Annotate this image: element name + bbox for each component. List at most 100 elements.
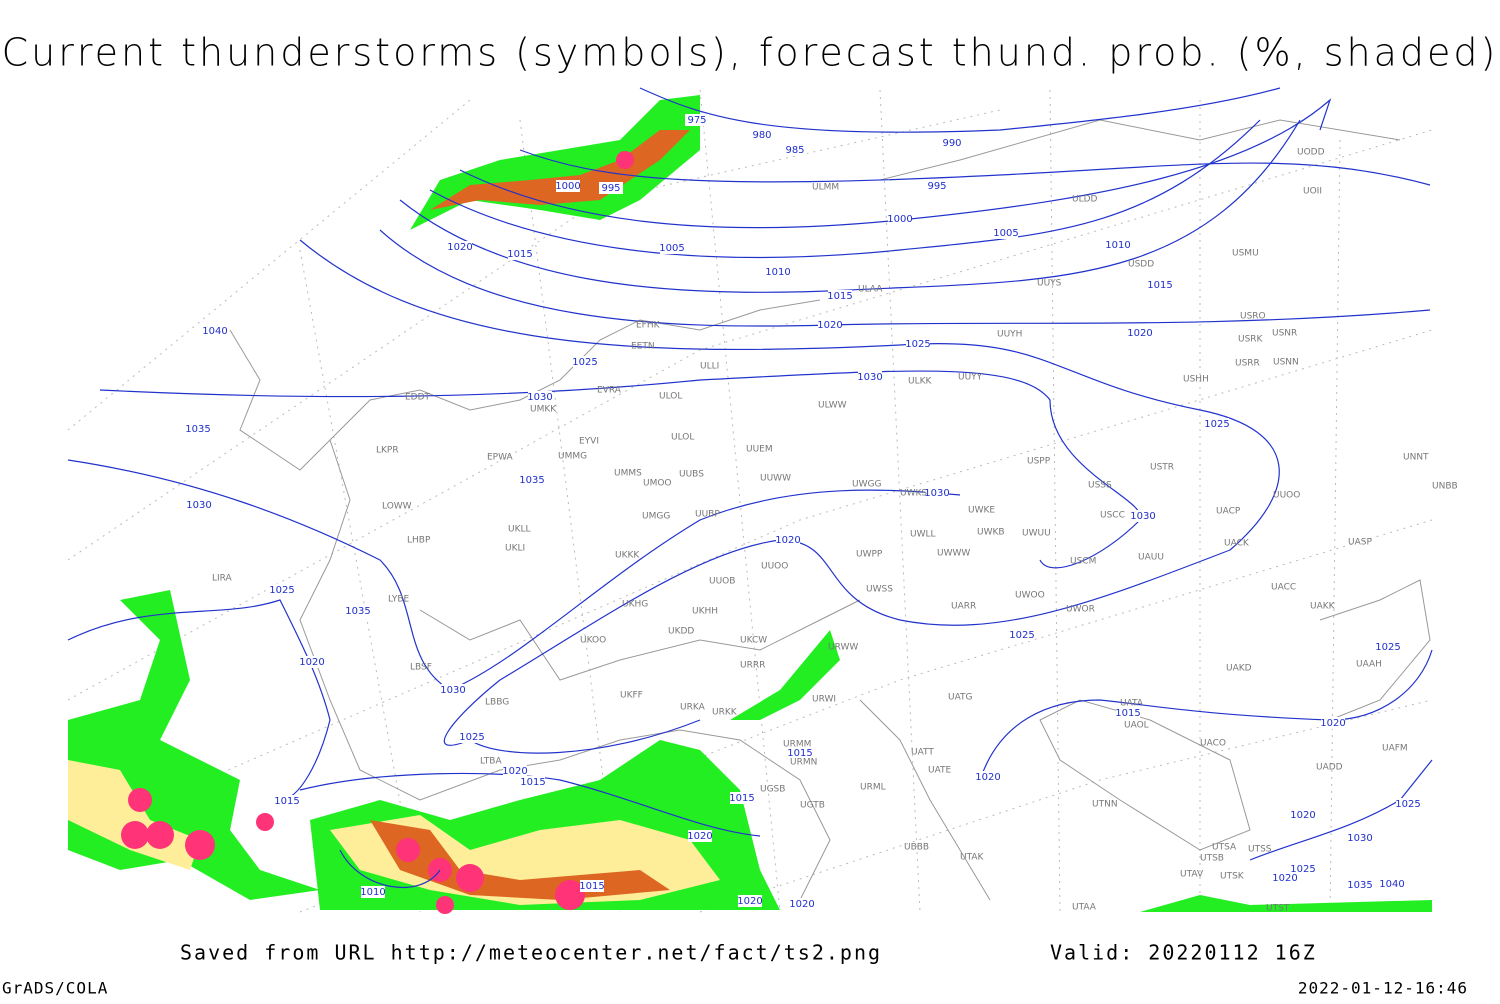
isobar-label: 1030 — [527, 392, 552, 403]
isobar-label-bg — [1116, 707, 1140, 719]
isobar-label: 1005 — [993, 228, 1018, 239]
isobar-label-bg — [1010, 629, 1034, 641]
station-label: UTST — [1266, 904, 1290, 914]
isobar-label-bg — [738, 895, 762, 907]
isobar-label-bg — [599, 182, 623, 194]
isobar-label-bg — [1273, 872, 1297, 884]
station-label: UKDD — [668, 627, 694, 637]
isobar-label-bg — [573, 356, 597, 368]
station-label: UATG — [948, 693, 973, 703]
isobar-label-bg — [1376, 641, 1400, 653]
isobar-label: 1015 — [729, 793, 754, 804]
station-label: UASP — [1348, 538, 1372, 548]
station-label: UACC — [1271, 583, 1296, 593]
isobar-label: 1030 — [440, 685, 465, 696]
station-label: UAKD — [1226, 664, 1252, 674]
station-label: UTSS — [1248, 845, 1272, 855]
isobar-label: 1010 — [360, 887, 385, 898]
isobar-label-bg — [187, 499, 211, 511]
isobar-label: 1015 — [579, 881, 604, 892]
isobar-label: 1020 — [737, 896, 762, 907]
isobar-label: 1025 — [572, 357, 597, 368]
isobar-label: 1035 — [345, 606, 370, 617]
station-label: UUWW — [760, 474, 791, 484]
station-label: USSS — [1088, 481, 1112, 491]
isobar-label-bg — [1396, 798, 1420, 810]
prob-shade — [730, 630, 840, 720]
isobar-label-bg — [580, 880, 604, 892]
isobar-label-bg — [976, 771, 1000, 783]
station-label: UUYY — [958, 373, 983, 383]
isobar-label: 1020 — [447, 242, 472, 253]
isobar-label: 1020 — [1272, 873, 1297, 884]
station-label: UWPP — [856, 550, 883, 560]
isobar-label: 990 — [942, 138, 961, 149]
station-label: USMU — [1232, 249, 1259, 259]
station-label: UTNN — [1092, 800, 1118, 810]
station-label: URMM — [783, 740, 811, 750]
isobar-label-bg — [776, 534, 800, 546]
station-label: UUBP — [695, 510, 720, 520]
station-label: UKFF — [620, 691, 643, 701]
station-label: LBSF — [410, 663, 432, 673]
isobar-label-bg — [521, 776, 545, 788]
title: Current thunderstorms (symbols), forecas… — [2, 31, 1499, 75]
station-label: ULDD — [1072, 195, 1098, 205]
station-label: UKLI — [505, 544, 525, 554]
station-label: URWW — [828, 643, 858, 653]
station-label: UGSB — [760, 785, 785, 795]
station-label: USNN — [1273, 358, 1299, 368]
thunderstorm-symbols — [121, 151, 634, 914]
station-label: USDD — [1128, 260, 1154, 270]
station-label: EYVI — [579, 437, 599, 447]
isobar-label-bg — [460, 731, 484, 743]
station-label: ULOL — [659, 392, 682, 402]
station-label: ULAA — [858, 285, 883, 295]
station-label: UUYH — [997, 330, 1022, 340]
station-label: URWI — [812, 695, 836, 705]
station-label: UKOO — [580, 636, 606, 646]
isobar-label: 1030 — [186, 500, 211, 511]
station-label: USCC — [1100, 511, 1125, 521]
isobar-label-bg — [1291, 809, 1315, 821]
station-label: UWKB — [977, 528, 1005, 538]
isobar-label: 1035 — [185, 424, 210, 435]
isobar-label-bg — [858, 371, 882, 383]
isobar-label-bg — [275, 795, 299, 807]
isobar-label-bg — [1348, 832, 1372, 844]
isobar-label: 1020 — [975, 772, 1000, 783]
isobar-label: 995 — [927, 181, 946, 192]
isobar-label-bg — [925, 487, 949, 499]
isobar-label: 1020 — [687, 831, 712, 842]
station-label: UTSK — [1220, 872, 1245, 882]
station-label: UKHG — [622, 600, 648, 610]
isobar-label-bg — [270, 584, 294, 596]
station-label: UGTB — [800, 801, 825, 811]
isobar-label: 1025 — [1290, 864, 1315, 875]
station-label: UTAA — [1072, 903, 1097, 913]
station-label: LYBE — [388, 595, 409, 605]
isobar-label: 1000 — [555, 181, 580, 192]
isobar-label: 1015 — [787, 748, 812, 759]
software: GrADS/COLA — [2, 979, 108, 998]
station-label: LHBP — [407, 536, 431, 546]
station-label: UBBB — [904, 843, 929, 853]
station-label: EETN — [631, 342, 655, 352]
station-label: UATE — [928, 766, 952, 776]
station-label: UMOO — [643, 479, 672, 489]
station-label: UADD — [1316, 763, 1343, 773]
isobar-label-bg — [994, 227, 1018, 239]
isobar-label-bg — [888, 213, 912, 225]
isobar-label: 1010 — [765, 267, 790, 278]
station-label: URML — [860, 783, 886, 793]
isobar-label-bg — [783, 144, 807, 156]
isobar-label-bg — [940, 137, 964, 149]
station-label: URRR — [740, 661, 765, 671]
station-label: UMMS — [614, 469, 642, 479]
timestamp: 2022-01-12-16:46 — [1298, 979, 1468, 998]
isobar-label-bg — [1348, 879, 1372, 891]
station-label: URMN — [790, 758, 817, 768]
isobar-label-bg — [186, 423, 210, 435]
isobar-label-bg — [1380, 878, 1404, 890]
station-label: USHH — [1183, 375, 1209, 385]
